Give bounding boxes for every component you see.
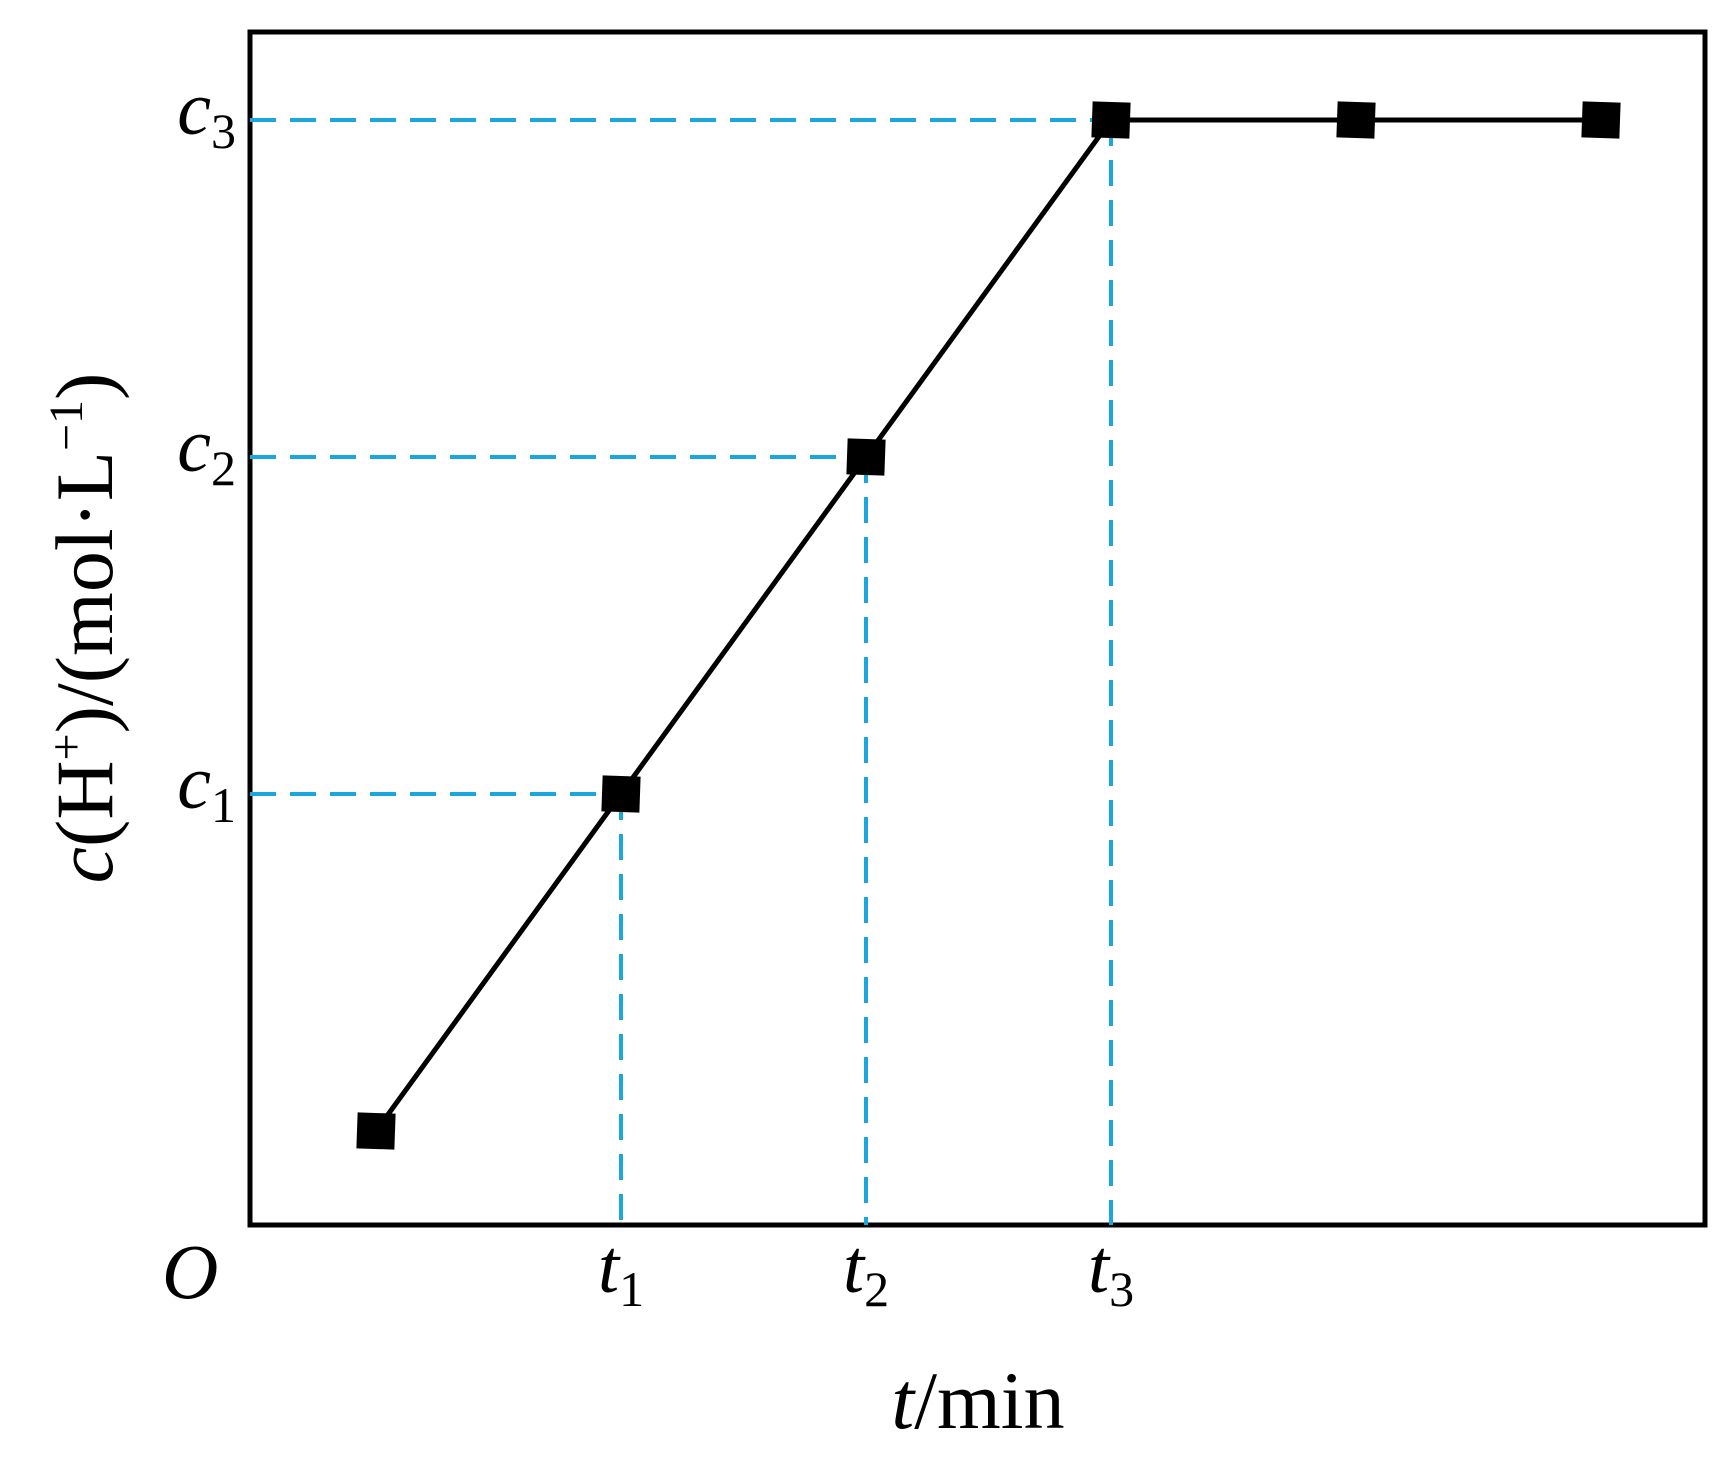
y-axis-unit: )/(mol·L — [39, 451, 130, 733]
x-tick-label-3: t3 — [1088, 1225, 1134, 1317]
x-axis-variable: t — [891, 1355, 916, 1446]
origin-label: O — [162, 1228, 218, 1315]
data-point-1 — [356, 1112, 396, 1150]
y-tick-label-3: c3 — [177, 67, 236, 159]
guide-lines — [250, 118, 1113, 1225]
data-point-5 — [1336, 101, 1376, 139]
y-tick-label-2: c2 — [177, 404, 236, 496]
y-axis-label: c(H+)/(mol·L−1) — [39, 373, 130, 884]
x-axis-unit: /min — [914, 1355, 1064, 1446]
y-axis-exponent: −1 — [40, 400, 93, 451]
chart-frame — [247, 29, 1708, 1228]
y-axis-species: (H — [39, 760, 130, 847]
data-point-4 — [1091, 101, 1131, 139]
data-point-6 — [1581, 101, 1621, 139]
x-tick-label-2: t2 — [843, 1225, 889, 1317]
x-axis-label: t/min — [891, 1355, 1064, 1446]
x-tick-labels: t1 t2 t3 — [598, 1225, 1134, 1317]
y-axis-variable: c — [39, 847, 130, 883]
series-line — [373, 117, 1601, 1133]
y-tick-labels: c1 c2 c3 — [177, 67, 236, 833]
y-axis-charge: + — [40, 733, 93, 760]
y-tick-label-1: c1 — [177, 741, 236, 833]
data-series — [356, 101, 1621, 1150]
y-axis-close: ) — [39, 373, 130, 400]
x-tick-label-1: t1 — [598, 1225, 644, 1317]
data-point-2 — [601, 775, 641, 813]
data-point-3 — [846, 438, 886, 476]
